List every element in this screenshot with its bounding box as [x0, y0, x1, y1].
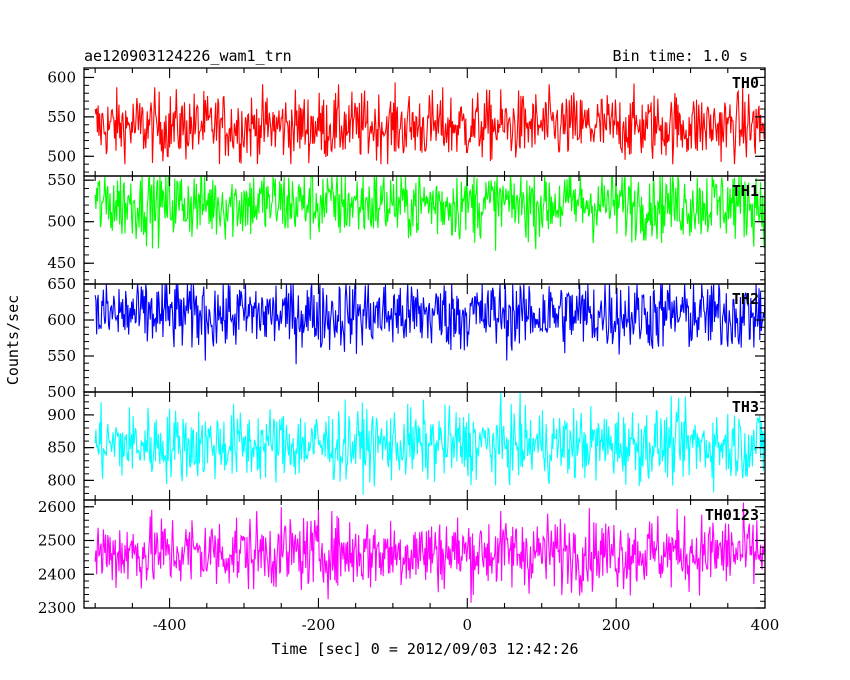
y-tick-label: 2300: [38, 599, 76, 617]
panel-label-th3: TH3: [732, 398, 759, 416]
series-line-th0123: [94, 502, 765, 603]
series-line-th3: [94, 392, 765, 495]
x-axis-label: Time [sec] 0 = 2012/09/03 12:42:26: [271, 640, 578, 658]
x-tick-label: 400: [751, 616, 780, 634]
y-tick-label: 800: [47, 471, 76, 489]
y-tick-label: 500: [47, 383, 76, 401]
x-tick-label: 200: [602, 616, 631, 634]
x-tick-label: -200: [302, 616, 336, 634]
y-tick-label: 650: [47, 275, 76, 293]
y-tick-label: 900: [47, 406, 76, 424]
panel-label-th0: TH0: [732, 74, 759, 92]
panels-group: 500 550 600 TH0 450 500 550 TH1 500 550 600 650 TH2 8…: [38, 67, 780, 634]
y-tick-label: 850: [47, 439, 76, 457]
y-tick-label: 550: [47, 171, 76, 189]
x-tick-label: -400: [153, 616, 187, 634]
y-axis-label: Counts/sec: [4, 295, 22, 385]
series-line-th0: [94, 82, 765, 165]
panel-label-th2: TH2: [732, 290, 759, 308]
y-tick-label: 550: [47, 108, 76, 126]
series-line-th1: [94, 176, 765, 251]
y-tick-label: 450: [47, 254, 76, 272]
y-tick-label: 500: [47, 147, 76, 165]
x-tick-label: 0: [463, 616, 473, 634]
y-tick-label: 600: [47, 311, 76, 329]
panel-label-th1: TH1: [732, 182, 759, 200]
panel-label-th0123: TH0123: [705, 506, 759, 524]
bin-time-label: Bin time: 1.0 s: [613, 47, 748, 65]
y-tick-label: 2600: [38, 498, 76, 516]
y-tick-label: 550: [47, 347, 76, 365]
series-line-th2: [94, 284, 765, 365]
y-tick-label: 2500: [38, 532, 76, 550]
y-tick-label: 600: [47, 68, 76, 86]
y-tick-label: 500: [47, 213, 76, 231]
y-tick-label: 2400: [38, 565, 76, 583]
chart-title: ae120903124226_wam1_trn: [84, 47, 292, 65]
